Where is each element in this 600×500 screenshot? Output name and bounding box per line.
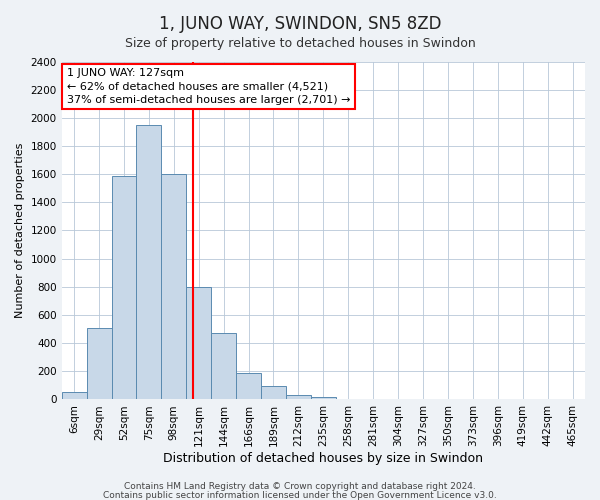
Bar — [112, 176, 136, 400]
X-axis label: Distribution of detached houses by size in Swindon: Distribution of detached houses by size … — [163, 452, 484, 465]
Text: 1, JUNO WAY, SWINDON, SN5 8ZD: 1, JUNO WAY, SWINDON, SN5 8ZD — [159, 15, 441, 33]
Bar — [286, 394, 311, 400]
Bar — [136, 125, 161, 400]
Bar — [186, 287, 211, 400]
Bar — [62, 392, 86, 400]
Bar — [236, 374, 261, 400]
Text: 1 JUNO WAY: 127sqm
← 62% of detached houses are smaller (4,521)
37% of semi-deta: 1 JUNO WAY: 127sqm ← 62% of detached hou… — [67, 68, 350, 104]
Bar — [436, 399, 460, 400]
Text: Contains HM Land Registry data © Crown copyright and database right 2024.: Contains HM Land Registry data © Crown c… — [124, 482, 476, 491]
Y-axis label: Number of detached properties: Number of detached properties — [15, 143, 25, 318]
Text: Contains public sector information licensed under the Open Government Licence v3: Contains public sector information licen… — [103, 490, 497, 500]
Bar — [261, 386, 286, 400]
Bar — [311, 396, 336, 400]
Bar — [86, 328, 112, 400]
Bar — [161, 174, 186, 400]
Bar — [211, 334, 236, 400]
Text: Size of property relative to detached houses in Swindon: Size of property relative to detached ho… — [125, 38, 475, 51]
